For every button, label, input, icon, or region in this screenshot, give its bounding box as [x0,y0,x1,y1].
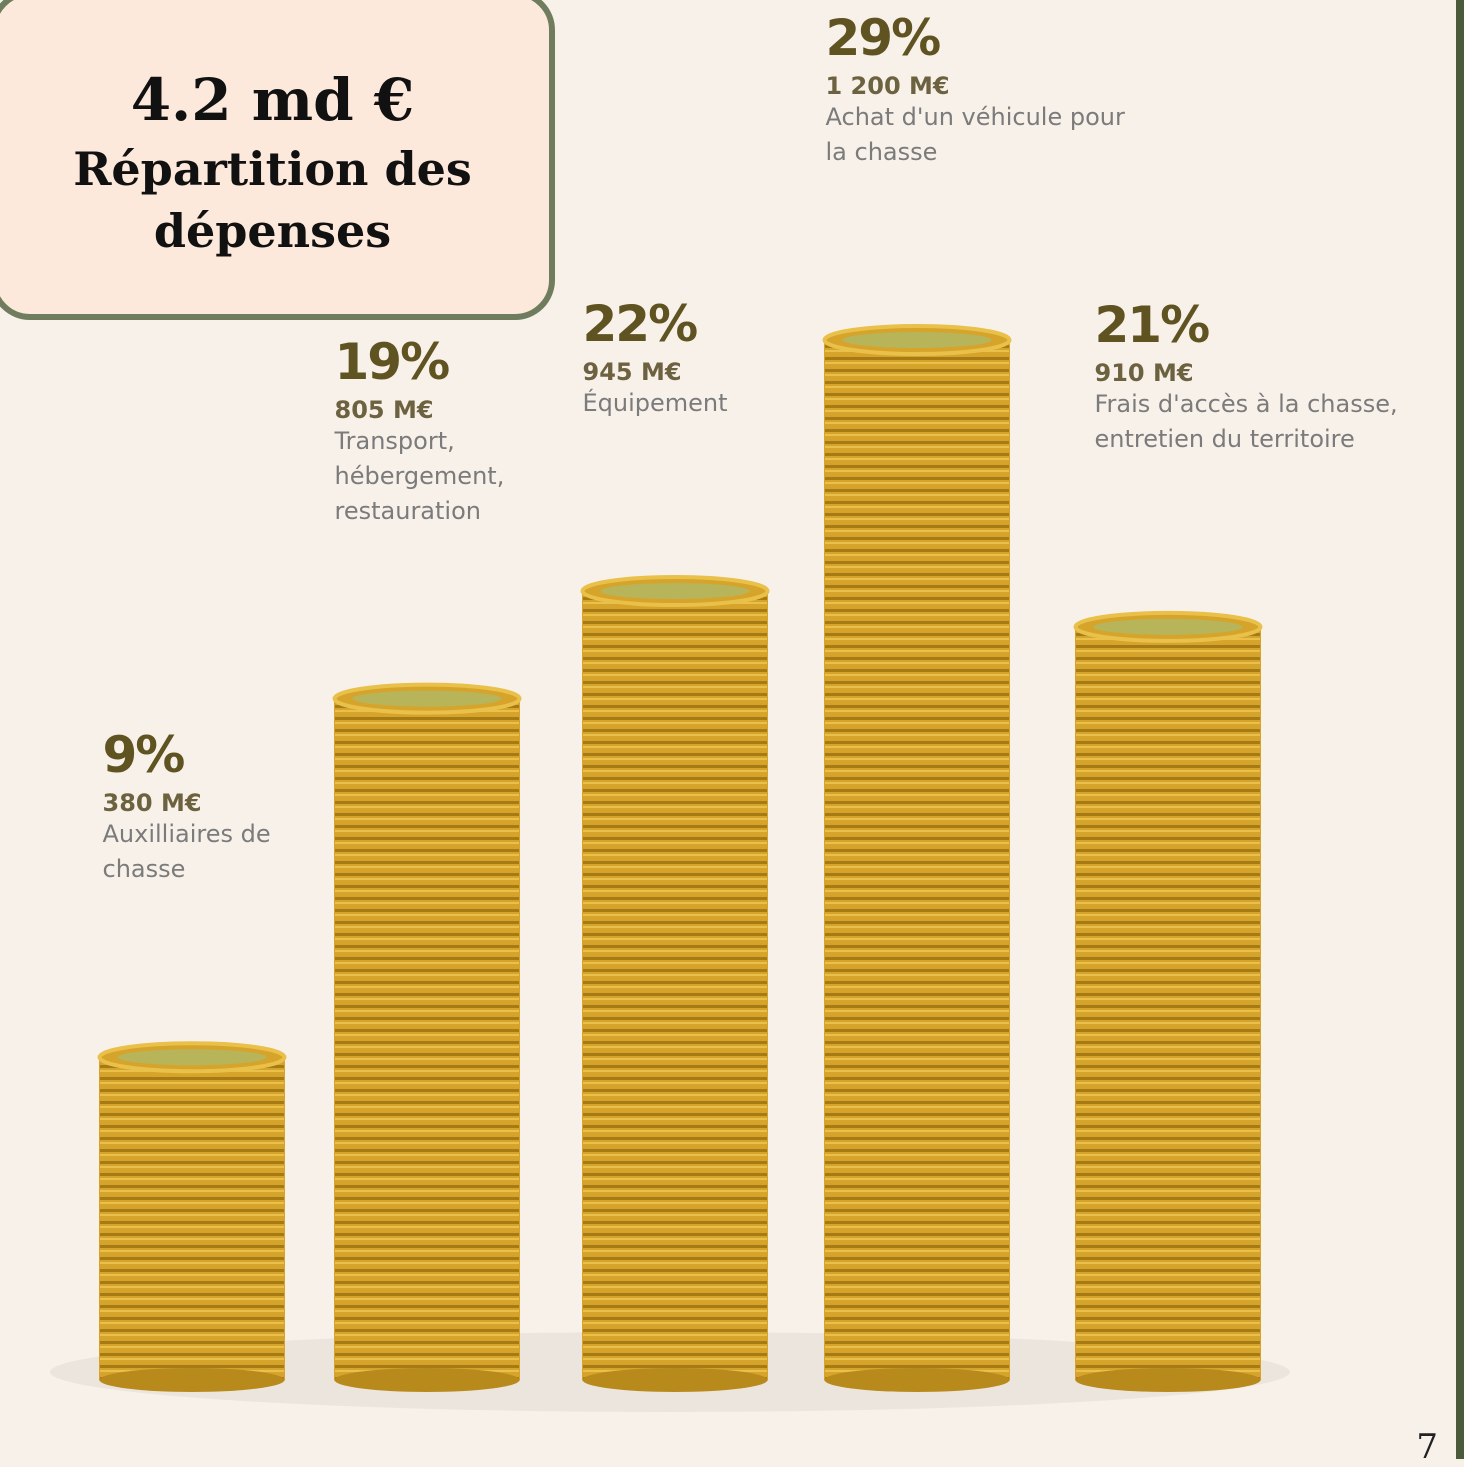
category-label: Frais d'accès à la chasse, entretien du … [1095,387,1464,457]
coin-bottom [335,1368,520,1392]
page-number: 7 [1416,1427,1438,1467]
coin-top-inner [843,332,992,348]
coin-top-inner [1094,619,1243,635]
coin-bottom [825,1368,1010,1392]
category-label: Achat d'un véhicule pour la chasse [826,100,1136,170]
amount-label: 910 M€ [1095,359,1464,387]
value-label: 29% [826,10,1136,66]
value-label: 19% [335,334,565,390]
title-box: 4.2 md € Répartition des dépenses [0,0,555,320]
coin-stack [825,340,1010,1380]
label-block: 22% 945 M€Équipement [583,296,793,421]
chart-subtitle: Répartition des dépenses [63,138,483,262]
coin-bottom [583,1368,768,1392]
coin-stack [100,1057,285,1380]
coin-top-inner [601,583,750,599]
page-edge [1456,0,1464,1459]
label-block: 29% 1 200 M€Achat d'un véhicule pour la c… [826,10,1136,170]
value-label: 9% [103,727,293,783]
coin-stack [1076,627,1261,1380]
value-label: 22% [583,296,793,352]
label-block: 21% 910 M€Frais d'accès à la chasse, entr… [1095,297,1464,457]
coin-stack [335,699,520,1380]
amount-label: 1 200 M€ [826,72,1136,100]
coin-top-inner [353,691,502,707]
value-label: 21% [1095,297,1464,353]
chart-title: 4.2 md € [0,66,549,134]
coin-stack [583,591,768,1380]
amount-label: 805 M€ [335,396,565,424]
category-label: Transport, hébergement, restauration [335,424,565,529]
coin-bottom [1076,1368,1261,1392]
category-label: Équipement [583,386,793,421]
amount-label: 380 M€ [103,789,293,817]
coin-bottom [100,1368,285,1392]
amount-label: 945 M€ [583,358,793,386]
category-label: Auxilliaires de chasse [103,817,293,887]
coin-top-inner [118,1049,267,1065]
label-block: 9% 380 M€Auxilliaires de chasse [103,727,293,887]
label-block: 19% 805 M€Transport, hébergement, restaur… [335,334,565,529]
